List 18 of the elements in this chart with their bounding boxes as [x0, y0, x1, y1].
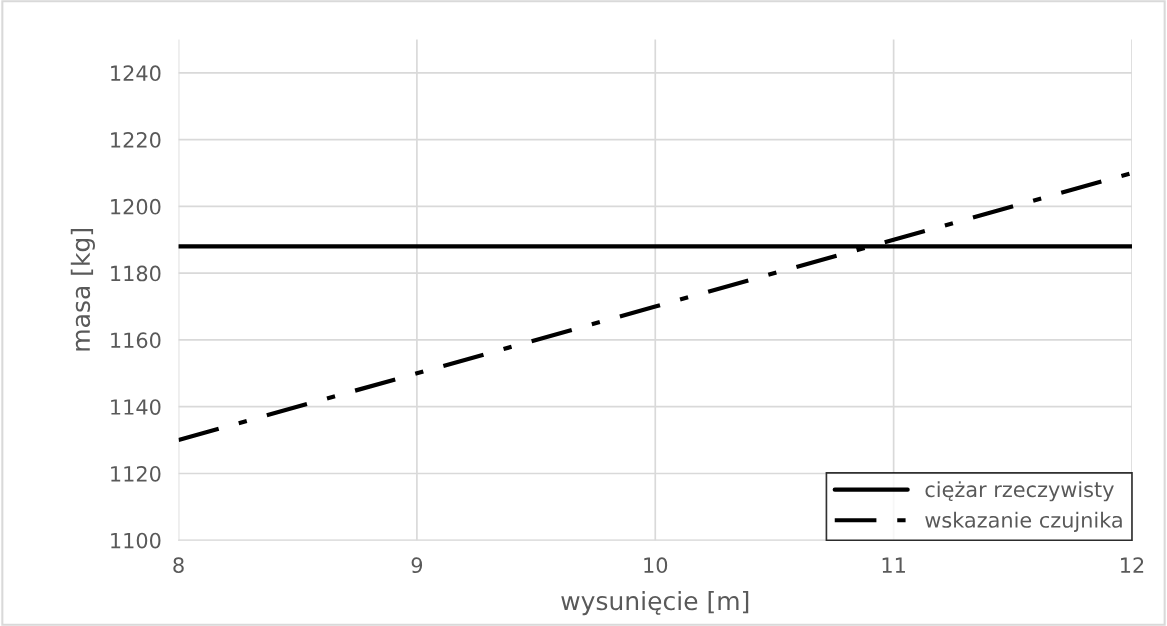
x-axis-title: wysunięcie [m]: [561, 590, 749, 616]
y-tick-label: 1220: [111, 132, 161, 148]
y-tick-label: 1140: [111, 399, 161, 415]
y-tick-label: 1180: [111, 265, 161, 282]
y-tick-label: 1240: [111, 65, 161, 82]
y-tick-label: 1100: [111, 532, 161, 549]
x-tick-label: 12: [1121, 557, 1144, 573]
x-tick-label: 11: [882, 557, 905, 573]
x-tick-label: 8: [173, 557, 184, 574]
legend-label: wskazanie czujnika: [925, 511, 1122, 532]
y-axis-title: masa [kg]: [70, 229, 95, 351]
x-tick-label: 10: [644, 557, 668, 574]
line-series: [178, 170, 1132, 443]
legend-label: ciężar rzeczywisty: [925, 481, 1114, 502]
y-tick-label: 1200: [111, 198, 161, 215]
y-tick-label: 1160: [111, 332, 161, 349]
x-tick-label: 9: [411, 557, 423, 574]
y-tick-label: 1120: [111, 465, 161, 482]
